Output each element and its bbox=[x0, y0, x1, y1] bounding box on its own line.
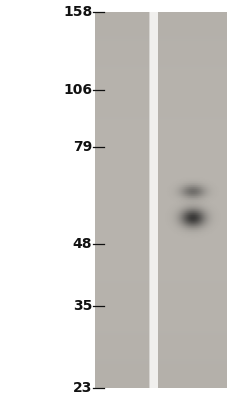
Text: 158: 158 bbox=[63, 5, 92, 19]
Bar bbox=[94, 12, 149, 388]
Bar bbox=[158, 12, 227, 388]
Text: 48: 48 bbox=[72, 238, 92, 252]
Text: 106: 106 bbox=[63, 83, 92, 97]
Text: 23: 23 bbox=[73, 381, 92, 395]
Text: 79: 79 bbox=[73, 140, 92, 154]
Text: 35: 35 bbox=[73, 299, 92, 313]
Bar bbox=[149, 12, 158, 388]
